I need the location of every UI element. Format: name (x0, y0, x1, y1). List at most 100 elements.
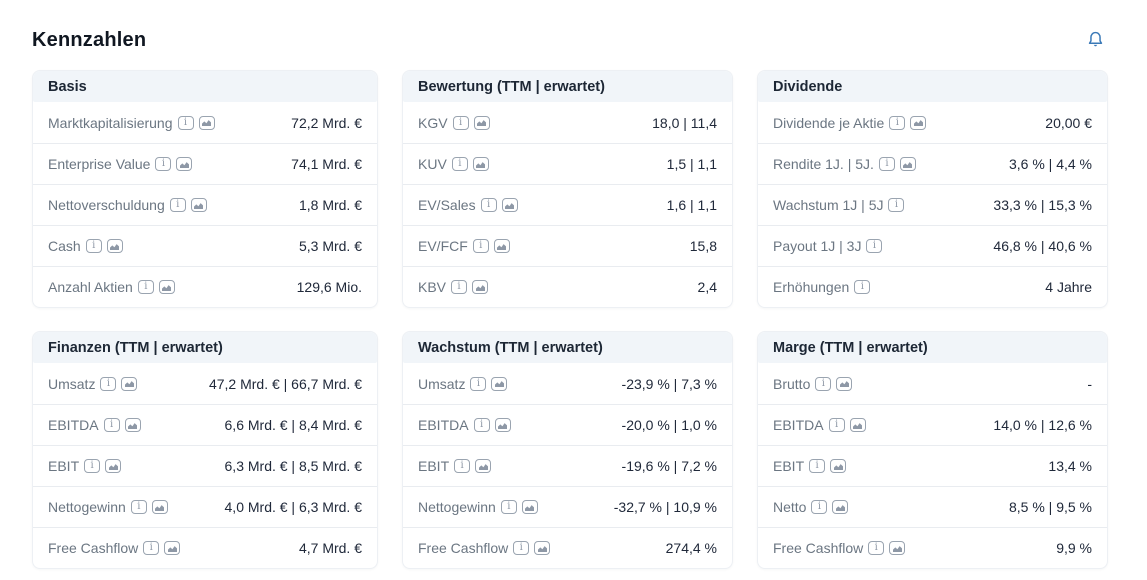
metric-label-group: Umsatz i (418, 376, 508, 392)
chart-icon[interactable] (494, 418, 511, 432)
chart-icon[interactable] (151, 500, 168, 514)
chart-icon[interactable] (472, 280, 489, 294)
metric-label-group: Free Cashflow i (773, 540, 906, 556)
info-icon[interactable]: i (828, 418, 845, 432)
info-icon[interactable]: i (480, 198, 497, 212)
metric-row: EV/Sales i 1,6 | 1,1 (403, 184, 732, 225)
metric-value: 18,0 | 11,4 (652, 114, 717, 131)
info-icon[interactable]: i (177, 115, 194, 130)
info-glyph: i (149, 542, 153, 553)
info-icon[interactable]: i (854, 280, 871, 294)
metric-label: EBIT (48, 458, 80, 474)
chart-icon[interactable] (164, 541, 181, 555)
chart-icon[interactable] (493, 239, 510, 253)
info-icon[interactable]: i (868, 541, 885, 555)
chart-icon[interactable] (836, 376, 853, 391)
chart-icon[interactable] (910, 115, 927, 130)
info-icon[interactable]: i (100, 376, 117, 391)
chart-icon[interactable] (889, 541, 906, 555)
metric-value: 5,3 Mrd. € (298, 238, 362, 254)
info-icon[interactable]: i (454, 459, 471, 473)
metrics-grid: Basis Marktkapitalisierung i 72,2 Mrd. € Ent… (32, 70, 1108, 569)
metric-label: EV/FCF (418, 238, 468, 254)
metric-row: EBIT i 13,4 % (758, 445, 1107, 486)
metric-label: Netto (773, 499, 807, 515)
chart-icon[interactable] (472, 157, 489, 171)
metric-value: 14,0 % | 12,6 % (993, 417, 1092, 433)
chart-icon[interactable] (190, 198, 207, 212)
info-icon[interactable]: i (155, 157, 172, 171)
metric-label-group: EBITDA i (773, 417, 866, 433)
chart-icon[interactable] (475, 459, 492, 473)
info-icon[interactable]: i (130, 500, 147, 514)
metric-label-group: EBITDA i (418, 417, 511, 433)
notification-bell-icon[interactable] (1082, 27, 1108, 53)
info-icon[interactable]: i (85, 239, 102, 253)
metric-label: EBITDA (418, 417, 469, 433)
metric-value: 4,7 Mrd. € (298, 540, 362, 556)
chart-icon[interactable] (534, 541, 551, 555)
metric-value: 2,4 (697, 279, 717, 295)
metric-value: -23,9 % | 7,3 % (621, 375, 717, 392)
info-icon[interactable]: i (811, 500, 828, 514)
metric-value: 129,6 Mio. (296, 279, 362, 295)
info-glyph: i (176, 199, 180, 210)
info-icon[interactable]: i (888, 198, 905, 212)
info-icon[interactable]: i (472, 239, 489, 253)
info-icon[interactable]: i (452, 115, 469, 130)
metric-label-group: EBIT i (773, 458, 847, 474)
card-title: Wachstum (TTM | erwartet) (403, 332, 732, 363)
chart-icon[interactable] (106, 239, 123, 253)
chart-icon[interactable] (832, 500, 849, 514)
chart-icon[interactable] (830, 459, 847, 473)
info-glyph: i (90, 460, 94, 471)
metric-row: Erhöhungen i 4 Jahre (758, 266, 1107, 307)
info-icon[interactable]: i (451, 157, 468, 171)
chart-icon[interactable] (105, 459, 122, 473)
metric-row: EBITDA i 6,6 Mrd. € | 8,4 Mrd. € (33, 404, 377, 445)
chart-icon[interactable] (121, 376, 138, 391)
metric-label: Umsatz (48, 375, 96, 392)
metric-label-group: EBIT i (418, 458, 492, 474)
info-icon[interactable]: i (103, 418, 120, 432)
chart-icon[interactable] (473, 115, 490, 130)
metric-row: EBIT i 6,3 Mrd. € | 8,5 Mrd. € (33, 445, 377, 486)
chart-icon[interactable] (158, 280, 175, 294)
info-icon[interactable]: i (143, 541, 160, 555)
metric-label: KGV (418, 114, 448, 131)
page-title: Kennzahlen (32, 29, 147, 51)
chart-icon[interactable] (849, 418, 866, 432)
chart-icon[interactable] (198, 115, 215, 130)
metric-label-group: Umsatz i (48, 375, 138, 392)
info-glyph: i (460, 460, 464, 471)
info-glyph: i (874, 542, 878, 553)
info-glyph: i (817, 501, 822, 512)
metric-label: Nettogewinn (418, 499, 496, 515)
info-icon[interactable]: i (866, 239, 883, 253)
chart-icon[interactable] (491, 376, 508, 391)
chart-icon[interactable] (176, 157, 193, 171)
info-icon[interactable]: i (137, 280, 154, 294)
info-icon[interactable]: i (513, 541, 530, 555)
metric-row: KUV i 1,5 | 1,1 (403, 143, 732, 184)
info-icon[interactable]: i (169, 198, 186, 212)
chart-icon[interactable] (124, 418, 141, 432)
chart-icon[interactable] (899, 157, 916, 171)
info-icon[interactable]: i (889, 115, 906, 130)
info-icon[interactable]: i (84, 459, 101, 473)
info-icon[interactable]: i (878, 157, 895, 171)
info-glyph: i (476, 377, 481, 389)
info-icon[interactable]: i (473, 418, 490, 432)
chart-icon[interactable] (501, 198, 518, 212)
info-icon[interactable]: i (809, 459, 826, 473)
metric-label: EBITDA (773, 417, 824, 433)
chart-icon[interactable] (521, 500, 538, 514)
metric-value: 72,2 Mrd. € (291, 114, 362, 131)
info-icon[interactable]: i (451, 280, 468, 294)
info-icon[interactable]: i (500, 500, 517, 514)
info-icon[interactable]: i (470, 376, 487, 391)
info-icon[interactable]: i (815, 376, 832, 391)
card-title: Bewertung (TTM | erwartet) (403, 71, 732, 102)
metric-label: Enterprise Value (48, 156, 151, 172)
info-glyph: i (457, 281, 461, 292)
